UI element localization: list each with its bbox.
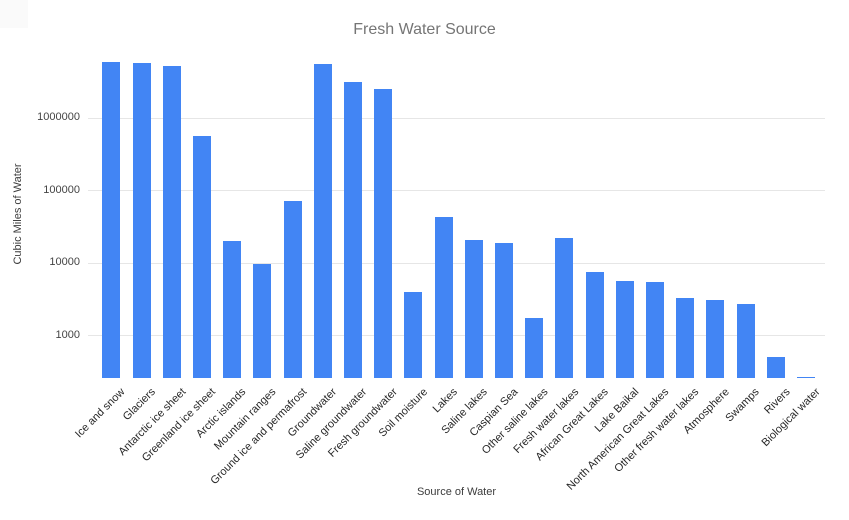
bar-rivers[interactable] [766, 356, 785, 378]
bar-groundwater[interactable] [313, 63, 332, 378]
gridline [88, 190, 825, 192]
y-axis-tick-label: 100000 [43, 183, 80, 196]
bar-arctic-islands[interactable] [223, 241, 242, 378]
bar-ground-ice-and-permafrost[interactable] [283, 200, 302, 378]
bar-saline-groundwater[interactable] [343, 82, 362, 378]
bar-biological-water[interactable] [796, 376, 815, 378]
bar-mountain-ranges[interactable] [253, 263, 272, 378]
chart-title: Fresh Water Source [353, 21, 496, 38]
x-axis-title: Source of Water [416, 486, 497, 498]
y-axis-tick-label: 10000 [49, 256, 80, 269]
bar-other-fresh-water-lakes[interactable] [676, 297, 695, 378]
bar-lake-baikal[interactable] [615, 280, 634, 378]
bar-north-american-great-lakes[interactable] [645, 282, 664, 378]
bar-ice-and-snow[interactable] [102, 62, 121, 378]
gridline [88, 262, 825, 264]
bar-soil-moisture[interactable] [404, 292, 423, 378]
bar-glaciers[interactable] [132, 62, 151, 378]
bar-atmosphere[interactable] [706, 299, 725, 378]
bar-antarctic-ice-sheet[interactable] [162, 66, 181, 378]
bar-greenland-ice-sheet[interactable] [192, 136, 211, 378]
y-axis-tick-label: 1000 [55, 328, 80, 341]
bar-fresh-water-lakes[interactable] [555, 238, 574, 378]
x-axis-tick-label: Ice and snow [73, 386, 128, 441]
y-axis-tick-label: 1000000 [37, 111, 80, 124]
window-corner-artifact [0, 0, 28, 28]
bar-lakes[interactable] [434, 217, 453, 378]
bar-saline-lakes[interactable] [464, 240, 483, 378]
bar-caspian-sea[interactable] [494, 243, 513, 378]
gridline [88, 335, 825, 337]
bar-swamps[interactable] [736, 303, 755, 378]
bar-african-great-lakes[interactable] [585, 272, 604, 378]
gridline [88, 117, 825, 119]
bar-other-saline-lakes[interactable] [525, 318, 544, 378]
bar-fresh-groundwater[interactable] [374, 88, 393, 378]
